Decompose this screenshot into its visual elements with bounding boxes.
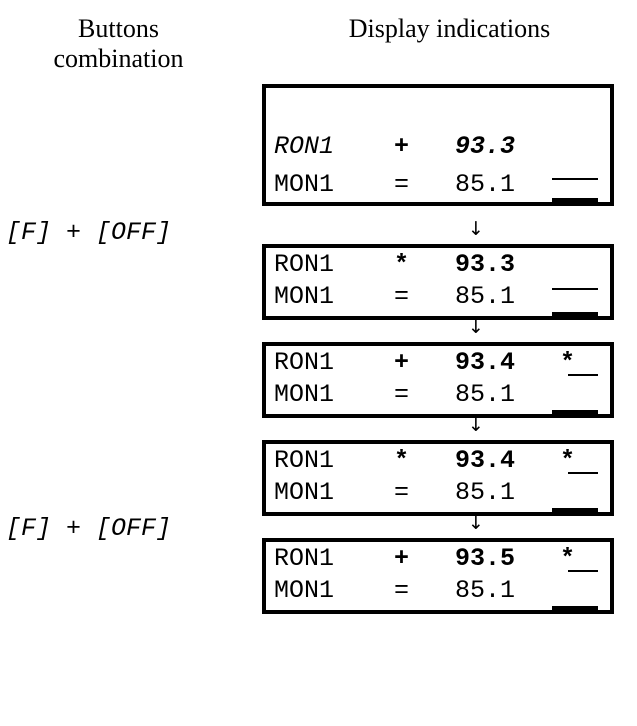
row-name: RON1 bbox=[274, 250, 335, 279]
row-name: RON1 bbox=[274, 348, 335, 377]
display-cursor-1 bbox=[568, 570, 598, 572]
down-arrow-icon: ↓ bbox=[468, 316, 484, 338]
row-value: 93.4 bbox=[455, 446, 516, 475]
button-combination-2: [F] + [OFF] bbox=[6, 514, 172, 543]
row-name: MON1 bbox=[274, 380, 335, 409]
row-value: 85.1 bbox=[455, 478, 516, 507]
row-value: 93.4 bbox=[455, 348, 516, 377]
row-name: RON1 bbox=[274, 446, 335, 475]
row-operator: = bbox=[394, 576, 410, 605]
row-flag: * bbox=[560, 544, 576, 573]
row-operator: + bbox=[394, 348, 410, 377]
display-row-1: RON1 + 93.3 bbox=[274, 132, 610, 162]
row-operator: + bbox=[394, 544, 410, 573]
row-name: RON1 bbox=[274, 132, 335, 161]
row-name: MON1 bbox=[274, 282, 335, 311]
row-flag: * bbox=[560, 446, 576, 475]
display-row-1: RON1 * 93.3 bbox=[274, 250, 610, 280]
display-row-2: MON1 = 85.1 bbox=[274, 478, 610, 508]
row-value: 93.3 bbox=[455, 250, 516, 279]
row-value: 93.5 bbox=[455, 544, 516, 573]
display-cursor-2 bbox=[552, 312, 598, 316]
lcd-display-2: RON1 * 93.3 MON1 = 85.1 bbox=[262, 244, 614, 320]
header-line-1: Buttons bbox=[78, 14, 159, 43]
display-cursor-1 bbox=[552, 288, 598, 290]
display-cursor-1 bbox=[568, 472, 598, 474]
row-value: 85.1 bbox=[455, 576, 516, 605]
display-cursor-2 bbox=[552, 508, 598, 512]
row-name: MON1 bbox=[274, 170, 335, 199]
row-operator: = bbox=[394, 478, 410, 507]
row-value: 93.3 bbox=[455, 132, 516, 161]
row-value: 85.1 bbox=[455, 282, 516, 311]
lcd-display-4: RON1 * 93.4 * MON1 = 85.1 bbox=[262, 440, 614, 516]
button-combination-1: [F] + [OFF] bbox=[6, 218, 172, 247]
row-operator: = bbox=[394, 282, 410, 311]
header-line-2: combination bbox=[53, 44, 184, 73]
display-indications-header: Display indications bbox=[348, 14, 551, 43]
down-arrow-icon: ↓ bbox=[468, 512, 484, 534]
lcd-display-5: RON1 + 93.5 * MON1 = 85.1 bbox=[262, 538, 614, 614]
display-cursor-2 bbox=[552, 606, 598, 610]
display-row-1: RON1 + 93.5 * bbox=[274, 544, 610, 574]
display-row-2: MON1 = 85.1 bbox=[274, 282, 610, 312]
display-row-2: MON1 = 85.1 bbox=[274, 380, 610, 410]
row-value: 85.1 bbox=[455, 170, 516, 199]
row-flag: * bbox=[560, 348, 576, 377]
display-cursor-2 bbox=[552, 410, 598, 414]
display-row-1: RON1 * 93.4 * bbox=[274, 446, 610, 476]
display-row-1: RON1 + 93.4 * bbox=[274, 348, 610, 378]
row-operator: * bbox=[394, 446, 410, 475]
lcd-display-1: RON1 + 93.3 MON1 = 85.1 bbox=[262, 84, 614, 206]
row-operator: = bbox=[394, 170, 410, 199]
down-arrow-icon: ↓ bbox=[468, 218, 484, 240]
display-cursor-1 bbox=[552, 178, 598, 180]
display-row-2: MON1 = 85.1 bbox=[274, 576, 610, 606]
display-cursor-1 bbox=[568, 374, 598, 376]
row-operator: * bbox=[394, 250, 410, 279]
row-value: 85.1 bbox=[455, 380, 516, 409]
display-cursor-2 bbox=[552, 198, 598, 202]
display-row-2: MON1 = 85.1 bbox=[274, 170, 610, 200]
row-name: MON1 bbox=[274, 478, 335, 507]
lcd-display-3: RON1 + 93.4 * MON1 = 85.1 bbox=[262, 342, 614, 418]
row-name: RON1 bbox=[274, 544, 335, 573]
row-name: MON1 bbox=[274, 576, 335, 605]
row-operator: + bbox=[394, 132, 410, 161]
down-arrow-icon: ↓ bbox=[468, 414, 484, 436]
buttons-combination-header: Buttons combination bbox=[0, 14, 237, 74]
row-operator: = bbox=[394, 380, 410, 409]
